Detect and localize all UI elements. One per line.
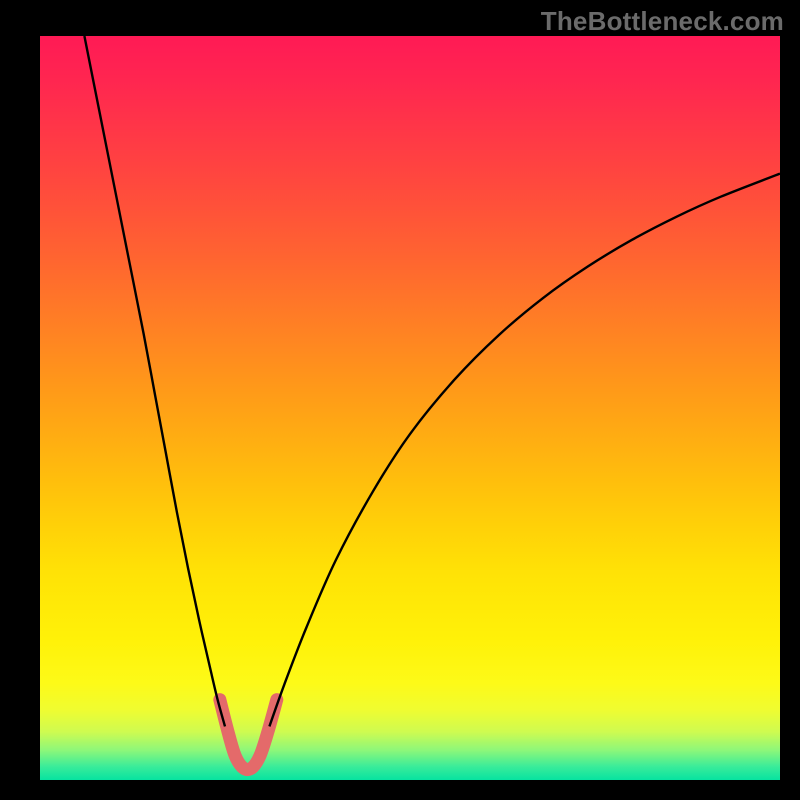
watermark-label: TheBottleneck.com [541,6,784,37]
plot-area [40,36,780,780]
chart-container: TheBottleneck.com [0,0,800,800]
chart-svg [40,36,780,780]
plot-background [40,36,780,780]
